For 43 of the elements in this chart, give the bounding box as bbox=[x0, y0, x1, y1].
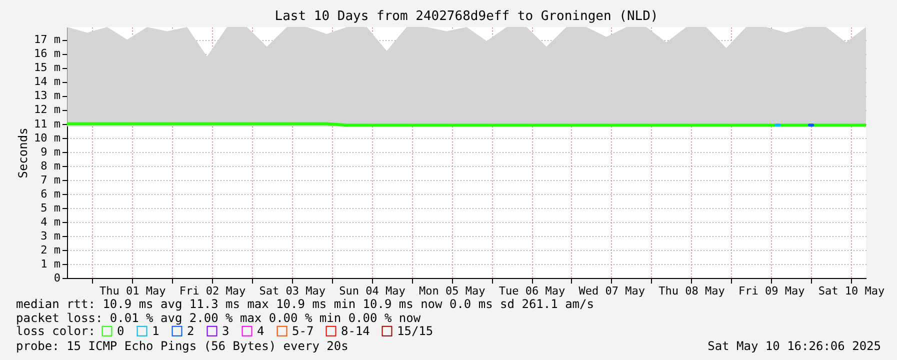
y-tick-label: 10 m bbox=[34, 131, 61, 144]
y-tick-label: 1 m bbox=[40, 257, 61, 270]
y-tick-label: 7 m bbox=[40, 173, 61, 186]
legend-label: 15/15 bbox=[397, 324, 434, 338]
y-tick-label: 8 m bbox=[40, 159, 61, 172]
legend-label: 4 bbox=[257, 324, 264, 338]
x-tick-label: Sat 03 May bbox=[259, 284, 326, 298]
x-tick-label: Fri 09 May bbox=[738, 284, 806, 298]
legend-label: 8-14 bbox=[341, 324, 370, 338]
text: median rtt: 10.9 ms avg 11.3 ms max 10.9 ms min 10.9 ms now 0.0 ms sd 261.1 am/s bbox=[16, 297, 594, 311]
y-tick-label: 3 m bbox=[40, 229, 61, 242]
y-tick-label: 2 m bbox=[40, 243, 61, 256]
x-tick-label: Mon 05 May bbox=[419, 284, 486, 298]
x-tick-label: Thu 08 May bbox=[658, 284, 726, 298]
y-tick-label: 15 m bbox=[34, 61, 61, 74]
y-tick-label: 0 bbox=[54, 272, 60, 284]
y-tick-label: 12 m bbox=[34, 103, 61, 116]
y-tick-label: 17 m bbox=[34, 33, 61, 46]
legend-label: 3 bbox=[222, 324, 230, 338]
y-tick-label: 16 m bbox=[34, 47, 61, 60]
legend-label: 0 bbox=[117, 324, 124, 338]
legend-title: loss color: bbox=[16, 324, 96, 338]
text: Sat May 10 16:26:06 2025 bbox=[708, 339, 881, 353]
y-tick-label: 14 m bbox=[34, 75, 61, 88]
x-tick-label: Thu 01 May bbox=[100, 284, 166, 298]
legend-label: 2 bbox=[187, 324, 194, 338]
y-tick-label: 4 m bbox=[40, 215, 61, 228]
x-tick-label: Sat 10 May bbox=[818, 284, 886, 298]
legend-label: 1 bbox=[152, 324, 160, 338]
text: probe: 15 ICMP Echo Pings (56 Bytes) every 20s bbox=[16, 339, 348, 353]
text: packet loss: 0.01 % avg 2.00 % max 0.00 % min 0.00 % now bbox=[16, 311, 422, 325]
x-tick-label: Fri 02 May bbox=[179, 284, 246, 298]
y-tick-label: 13 m bbox=[34, 89, 61, 102]
chart-title: Last 10 Days from 2402768d9eff to Groningen (NLD) bbox=[274, 9, 658, 24]
y-tick-label: 9 m bbox=[40, 145, 61, 158]
x-tick-label: Tue 06 May bbox=[498, 284, 566, 298]
x-tick-label: Sun 04 May bbox=[339, 284, 406, 298]
y-tick-label: 6 m bbox=[40, 187, 61, 200]
legend-label: 5-7 bbox=[292, 324, 314, 338]
y-axis-title: Seconds bbox=[16, 128, 30, 178]
y-tick-label: 5 m bbox=[40, 201, 61, 214]
x-tick-label: Wed 07 May bbox=[578, 284, 646, 298]
y-tick-label: 11 m bbox=[34, 117, 61, 130]
